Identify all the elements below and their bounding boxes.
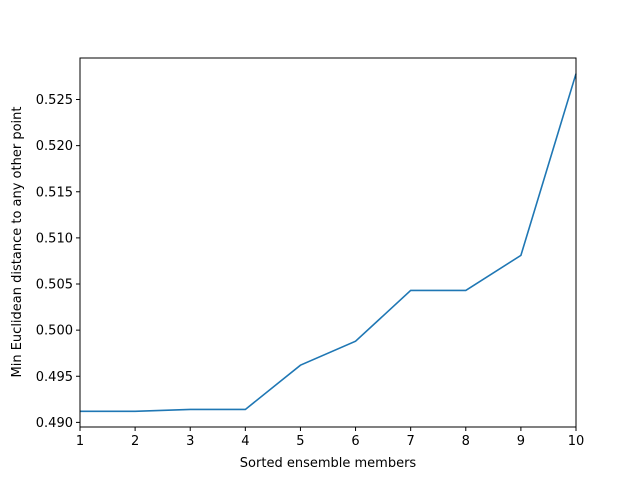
x-tick-label: 4 bbox=[241, 434, 249, 449]
y-axis-ticks: 0.490 0.495 0.500 0.505 0.510 0.515 0.520 0.525 bbox=[36, 93, 80, 431]
x-tick-label: 9 bbox=[517, 434, 525, 449]
series-line bbox=[80, 73, 577, 413]
x-tick-label: 3 bbox=[186, 434, 194, 449]
x-tick-label: 2 bbox=[131, 434, 139, 449]
x-axis-label: Sorted ensemble members bbox=[240, 456, 417, 471]
x-tick-label: 1 bbox=[76, 434, 84, 449]
x-tick-label: 6 bbox=[351, 434, 359, 449]
y-axis-label: Min Euclidean distance to any other poin… bbox=[10, 107, 25, 378]
x-axis-ticks: 1 2 3 4 5 6 7 8 9 10 bbox=[76, 427, 584, 449]
y-tick-label: 0.505 bbox=[36, 278, 73, 293]
y-tick-label: 0.495 bbox=[36, 370, 73, 385]
y-tick-label: 0.525 bbox=[36, 93, 73, 108]
x-tick-label: 5 bbox=[296, 434, 304, 449]
x-tick-label: 8 bbox=[462, 434, 470, 449]
y-tick-label: 0.520 bbox=[36, 139, 73, 154]
y-tick-label: 0.515 bbox=[36, 185, 73, 200]
plot-frame bbox=[79, 57, 577, 428]
x-tick-label: 7 bbox=[407, 434, 415, 449]
plot-area bbox=[80, 58, 576, 427]
y-tick-label: 0.500 bbox=[36, 324, 73, 339]
y-tick-label: 0.510 bbox=[36, 231, 73, 246]
x-tick-label: 10 bbox=[568, 434, 585, 449]
y-tick-label: 0.490 bbox=[36, 416, 73, 431]
